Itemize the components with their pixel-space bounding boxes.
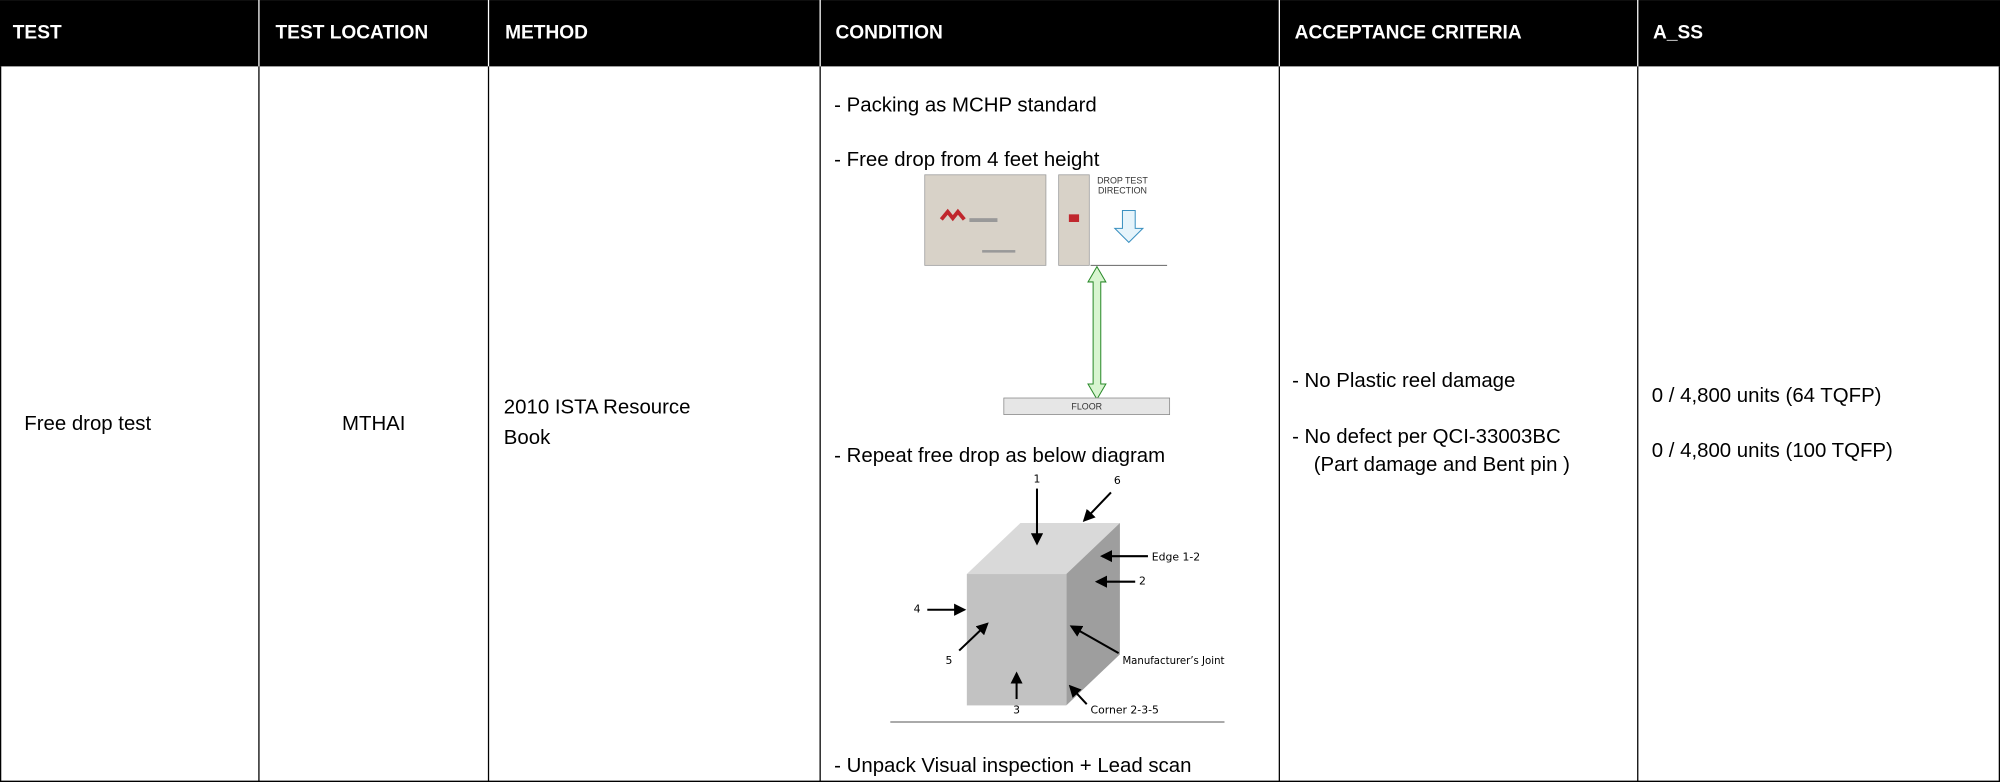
header-cell: TEST — [13, 22, 62, 43]
drop-figure: DROP TEST DIRECTION FLOOR — [924, 174, 1171, 415]
figure-label: DROP TEST — [1097, 176, 1148, 186]
figure-label: FLOOR — [1071, 401, 1102, 411]
cell-test: Free drop test — [24, 413, 151, 435]
header-cell: CONDITION — [835, 22, 942, 43]
criteria-line: - No defect per QCI-33003BC — [1292, 426, 1561, 448]
figure-label: Manufacturer’s Joint — [1122, 654, 1224, 667]
figure-label: 3 — [1013, 704, 1020, 717]
criteria-line: (Part damage and Bent pin ) — [1314, 454, 1570, 476]
figure-label: DIRECTION — [1098, 186, 1147, 196]
header-cell: ACCEPTANCE CRITERIA — [1295, 22, 1522, 43]
figure-label: Corner 2-3-5 — [1091, 704, 1159, 717]
condition-line: - Repeat free drop as below diagram — [834, 445, 1165, 467]
figure-label: 2 — [1139, 575, 1146, 588]
a-ss-line: 0 / 4,800 units (100 TQFP) — [1652, 440, 1893, 462]
cell-location: MTHAI — [342, 413, 405, 435]
cell-method: 2010 ISTA Resource — [504, 397, 691, 419]
criteria-line: - No Plastic reel damage — [1292, 370, 1515, 392]
header-row — [0, 0, 2000, 67]
figure-label: 5 — [946, 654, 953, 667]
figure-label: 1 — [1034, 473, 1041, 486]
condition-line: - Unpack Visual inspection + Lead scan — [834, 755, 1191, 777]
figure-label: 4 — [914, 603, 921, 616]
cell-method: Book — [504, 427, 551, 449]
a-ss-line: 0 / 4,800 units (64 TQFP) — [1652, 385, 1882, 407]
header-cell: METHOD — [505, 22, 588, 43]
figure-label: Edge 1-2 — [1152, 550, 1200, 563]
condition-line: - Free drop from 4 feet height — [834, 149, 1100, 171]
header-cell: TEST LOCATION — [276, 22, 429, 43]
header-cell: A_SS — [1653, 22, 1703, 43]
figure-label: 6 — [1114, 474, 1121, 487]
condition-line: - Packing as MCHP standard — [834, 94, 1097, 116]
cube-figure: 1 6 Edge 1-2 2 4 5 Manufacturer’s Joint … — [890, 473, 1225, 723]
